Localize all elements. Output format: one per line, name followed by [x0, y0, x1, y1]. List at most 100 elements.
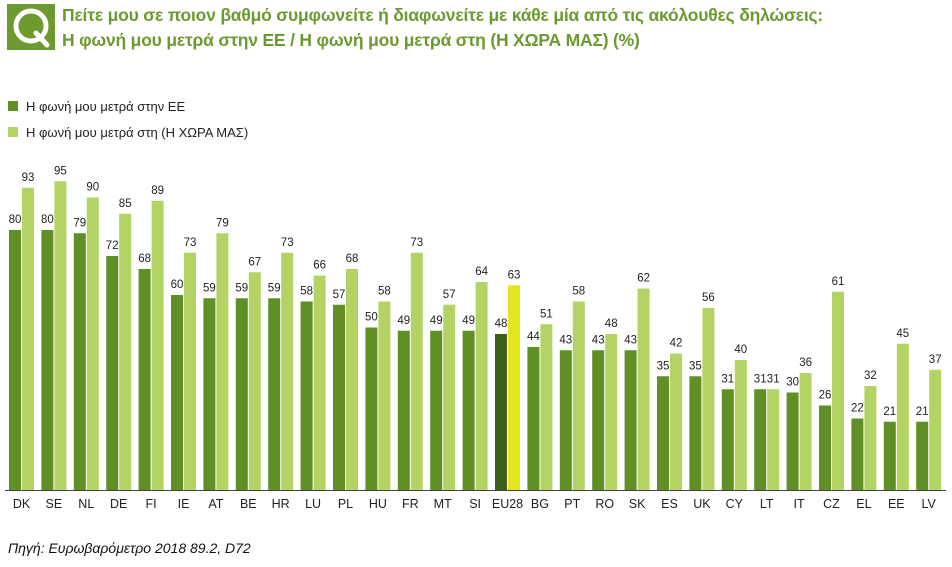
- bar-eu-at: [203, 298, 216, 490]
- value-label-country-si: 64: [475, 266, 488, 278]
- category-label-uk: UK: [693, 497, 711, 511]
- value-label-eu-lu: 58: [300, 286, 313, 298]
- legend: Η φωνή μου μετρά στην ΕΕ Η φωνή μου μετρ…: [8, 93, 248, 145]
- category-label-be: BE: [240, 497, 257, 511]
- bar-eu-cy: [721, 389, 734, 490]
- value-label-eu-pt: 43: [559, 334, 572, 346]
- bar-country-be: [248, 272, 261, 490]
- value-label-country-lu: 66: [313, 260, 326, 272]
- category-label-hu: HU: [369, 497, 387, 511]
- category-label-cy: CY: [726, 497, 744, 511]
- bar-eu-sk: [624, 350, 637, 490]
- value-label-country-se: 95: [54, 165, 67, 177]
- value-label-country-lv: 37: [929, 354, 942, 366]
- bar-eu-be: [235, 298, 248, 490]
- bar-eu-uk: [689, 376, 702, 490]
- value-label-country-bg: 51: [540, 308, 553, 320]
- value-label-eu-de: 72: [106, 240, 119, 252]
- bar-country-es: [670, 353, 682, 490]
- value-label-country-hu: 58: [378, 286, 391, 298]
- bar-eu-eu28: [495, 334, 507, 490]
- value-label-country-nl: 90: [86, 182, 99, 194]
- title-line-1: Πείτε μου σε ποιον βαθμό συμφωνείτε ή δι…: [62, 5, 824, 25]
- bar-eu-es: [657, 376, 669, 490]
- bar-country-lt: [767, 389, 780, 490]
- value-label-eu-fi: 68: [138, 253, 151, 265]
- bar-country-fi: [151, 200, 164, 490]
- value-label-eu-lv: 21: [916, 406, 929, 418]
- bar-country-mt: [443, 304, 456, 490]
- bar-country-cz: [832, 291, 844, 490]
- bar-country-el: [864, 386, 877, 490]
- bar-country-ee: [896, 343, 909, 490]
- bar-country-ro: [605, 334, 618, 490]
- bar-eu-lu: [300, 301, 313, 490]
- category-label-se: SE: [46, 497, 63, 511]
- value-label-country-ie: 73: [184, 237, 197, 249]
- bar-eu-fi: [138, 269, 151, 490]
- bar-eu-hr: [268, 298, 281, 490]
- value-label-country-cz: 61: [832, 276, 845, 288]
- value-label-eu-sk: 43: [624, 334, 637, 346]
- category-label-fr: FR: [402, 497, 419, 511]
- bar-eu-dk: [9, 230, 21, 490]
- category-label-lu: LU: [305, 497, 321, 511]
- value-label-country-mt: 57: [443, 289, 456, 301]
- value-label-country-es: 42: [670, 338, 683, 350]
- value-label-eu-lt: 31: [754, 373, 767, 385]
- category-label-bg: BG: [531, 497, 549, 511]
- bar-country-dk: [22, 187, 34, 490]
- bar-country-sk: [637, 288, 650, 490]
- category-label-pt: PT: [564, 497, 580, 511]
- bar-eu-hu: [365, 327, 378, 490]
- category-label-cz: CZ: [823, 497, 840, 511]
- bar-country-pl: [346, 269, 358, 490]
- legend-item-country: Η φωνή μου μετρά στη (Η ΧΩΡΑ ΜΑΣ): [8, 119, 248, 145]
- bar-country-uk: [702, 308, 715, 490]
- value-label-country-ee: 45: [896, 328, 909, 340]
- bar-eu-pt: [559, 350, 572, 490]
- category-label-eu28: EU28: [492, 497, 523, 511]
- bar-eu-se: [41, 230, 54, 490]
- category-label-lt: LT: [760, 497, 774, 511]
- question-badge-icon: Q: [7, 4, 55, 50]
- title-line-2: Η φωνή μου μετρά στην ΕΕ / Η φωνή μου με…: [62, 30, 640, 50]
- bar-country-at: [216, 233, 229, 490]
- value-label-eu-nl: 79: [73, 217, 86, 229]
- legend-item-eu: Η φωνή μου μετρά στην ΕΕ: [8, 93, 248, 119]
- legend-label-country: Η φωνή μου μετρά στη (Η ΧΩΡΑ ΜΑΣ): [26, 124, 249, 140]
- bar-eu-pl: [333, 304, 345, 490]
- value-label-country-lt: 31: [767, 373, 780, 385]
- category-label-hr: HR: [272, 497, 290, 511]
- bar-eu-si: [462, 330, 475, 490]
- category-label-nl: NL: [78, 497, 94, 511]
- legend-swatch-country: [8, 127, 18, 137]
- value-label-country-ro: 48: [605, 318, 618, 330]
- value-label-country-dk: 93: [22, 172, 35, 184]
- bar-eu-it: [786, 392, 799, 490]
- value-label-country-pl: 68: [346, 253, 359, 265]
- value-label-eu-ro: 43: [592, 334, 605, 346]
- value-label-eu-bg: 44: [527, 331, 540, 343]
- bar-country-fr: [410, 252, 423, 490]
- bar-country-nl: [86, 197, 99, 490]
- bar-eu-ee: [883, 421, 896, 490]
- category-label-ro: RO: [595, 497, 614, 511]
- value-label-country-it: 36: [799, 357, 812, 369]
- value-label-eu-dk: 80: [9, 214, 22, 226]
- bar-country-lv: [929, 369, 942, 490]
- value-label-eu-eu28: 48: [495, 318, 508, 330]
- value-label-eu-uk: 35: [689, 360, 702, 372]
- value-label-eu-el: 22: [851, 403, 864, 415]
- source-note: Πηγή: Ευρωβαρόμετρο 2018 89.2, D72: [8, 540, 251, 556]
- category-label-dk: DK: [13, 497, 31, 511]
- value-label-eu-si: 49: [462, 315, 475, 327]
- value-label-eu-fr: 49: [397, 315, 410, 327]
- category-label-ie: IE: [178, 497, 190, 511]
- value-label-country-pt: 58: [572, 286, 585, 298]
- bar-eu-de: [106, 256, 119, 490]
- bar-country-eu28: [508, 285, 520, 490]
- bar-country-it: [799, 373, 812, 490]
- value-label-eu-ie: 60: [171, 279, 184, 291]
